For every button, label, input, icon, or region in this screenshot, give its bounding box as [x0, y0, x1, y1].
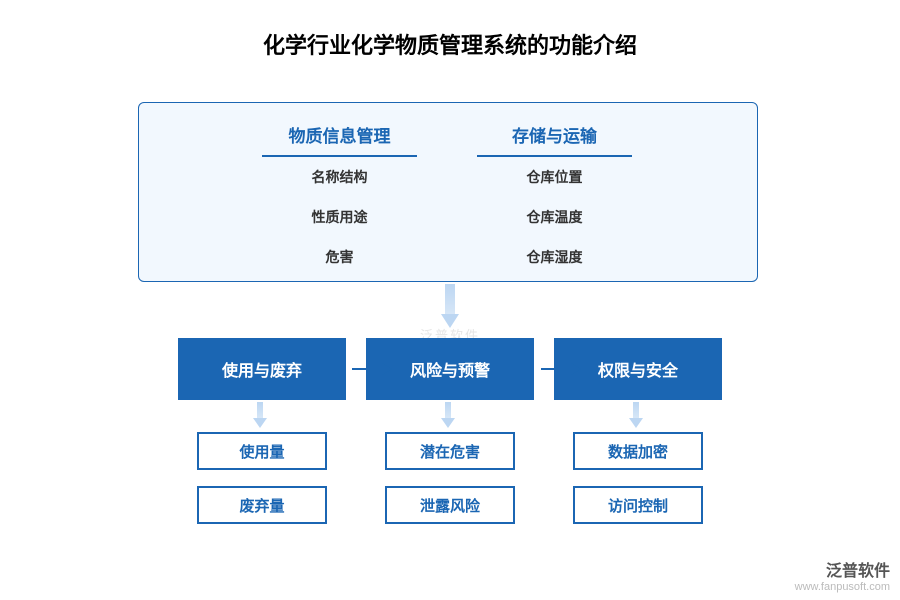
top-col-1-header: 物质信息管理	[232, 112, 447, 155]
arrow-center-to-right	[541, 363, 581, 375]
box-usage-amount-label: 使用量	[239, 441, 284, 462]
box-leak-risk: 泄露风险	[385, 486, 515, 524]
arrow-panel-to-center	[441, 284, 459, 328]
box-access-control: 访问控制	[573, 486, 703, 524]
diagram-title: 化学行业化学物质管理系统的功能介绍	[0, 0, 900, 60]
arrow-down-center	[441, 402, 455, 428]
box-potential-hazard-label: 潜在危害	[420, 441, 480, 462]
top-col-2-item-0: 仓库位置	[447, 157, 662, 197]
top-col-1: 物质信息管理 名称结构 性质用途 危害	[232, 112, 447, 272]
arrow-down-right	[629, 402, 643, 428]
watermark-url: www.fanpusoft.com	[795, 581, 890, 594]
top-col-2: 存储与运输 仓库位置 仓库温度 仓库湿度	[447, 112, 662, 272]
box-data-encryption: 数据加密	[573, 432, 703, 470]
top-panel-inner: 物质信息管理 名称结构 性质用途 危害 存储与运输 仓库位置 仓库温度 仓库湿度	[232, 112, 662, 272]
top-col-1-item-1: 性质用途	[232, 197, 447, 237]
top-col-1-item-2: 危害	[232, 237, 447, 277]
box-disposal-amount: 废弃量	[197, 486, 327, 524]
box-usage-amount: 使用量	[197, 432, 327, 470]
top-col-2-item-1: 仓库温度	[447, 197, 662, 237]
box-risk-alert-label: 风险与预警	[410, 357, 490, 381]
box-disposal-amount-label: 废弃量	[239, 495, 284, 516]
watermark-brand: 泛普软件	[795, 562, 890, 581]
top-col-2-item-2: 仓库湿度	[447, 237, 662, 277]
box-data-encryption-label: 数据加密	[608, 441, 668, 462]
box-potential-hazard: 潜在危害	[385, 432, 515, 470]
box-usage-disposal-label: 使用与废弃	[222, 357, 302, 381]
box-leak-risk-label: 泄露风险	[420, 495, 480, 516]
top-col-1-item-0: 名称结构	[232, 157, 447, 197]
box-auth-security-label: 权限与安全	[598, 357, 678, 381]
arrow-left-to-center	[352, 363, 392, 375]
arrow-down-left	[253, 402, 267, 428]
box-access-control-label: 访问控制	[608, 495, 668, 516]
top-col-2-header: 存储与运输	[447, 112, 662, 155]
watermark: 泛普软件 www.fanpusoft.com	[795, 562, 890, 594]
box-usage-disposal: 使用与废弃	[178, 338, 346, 400]
